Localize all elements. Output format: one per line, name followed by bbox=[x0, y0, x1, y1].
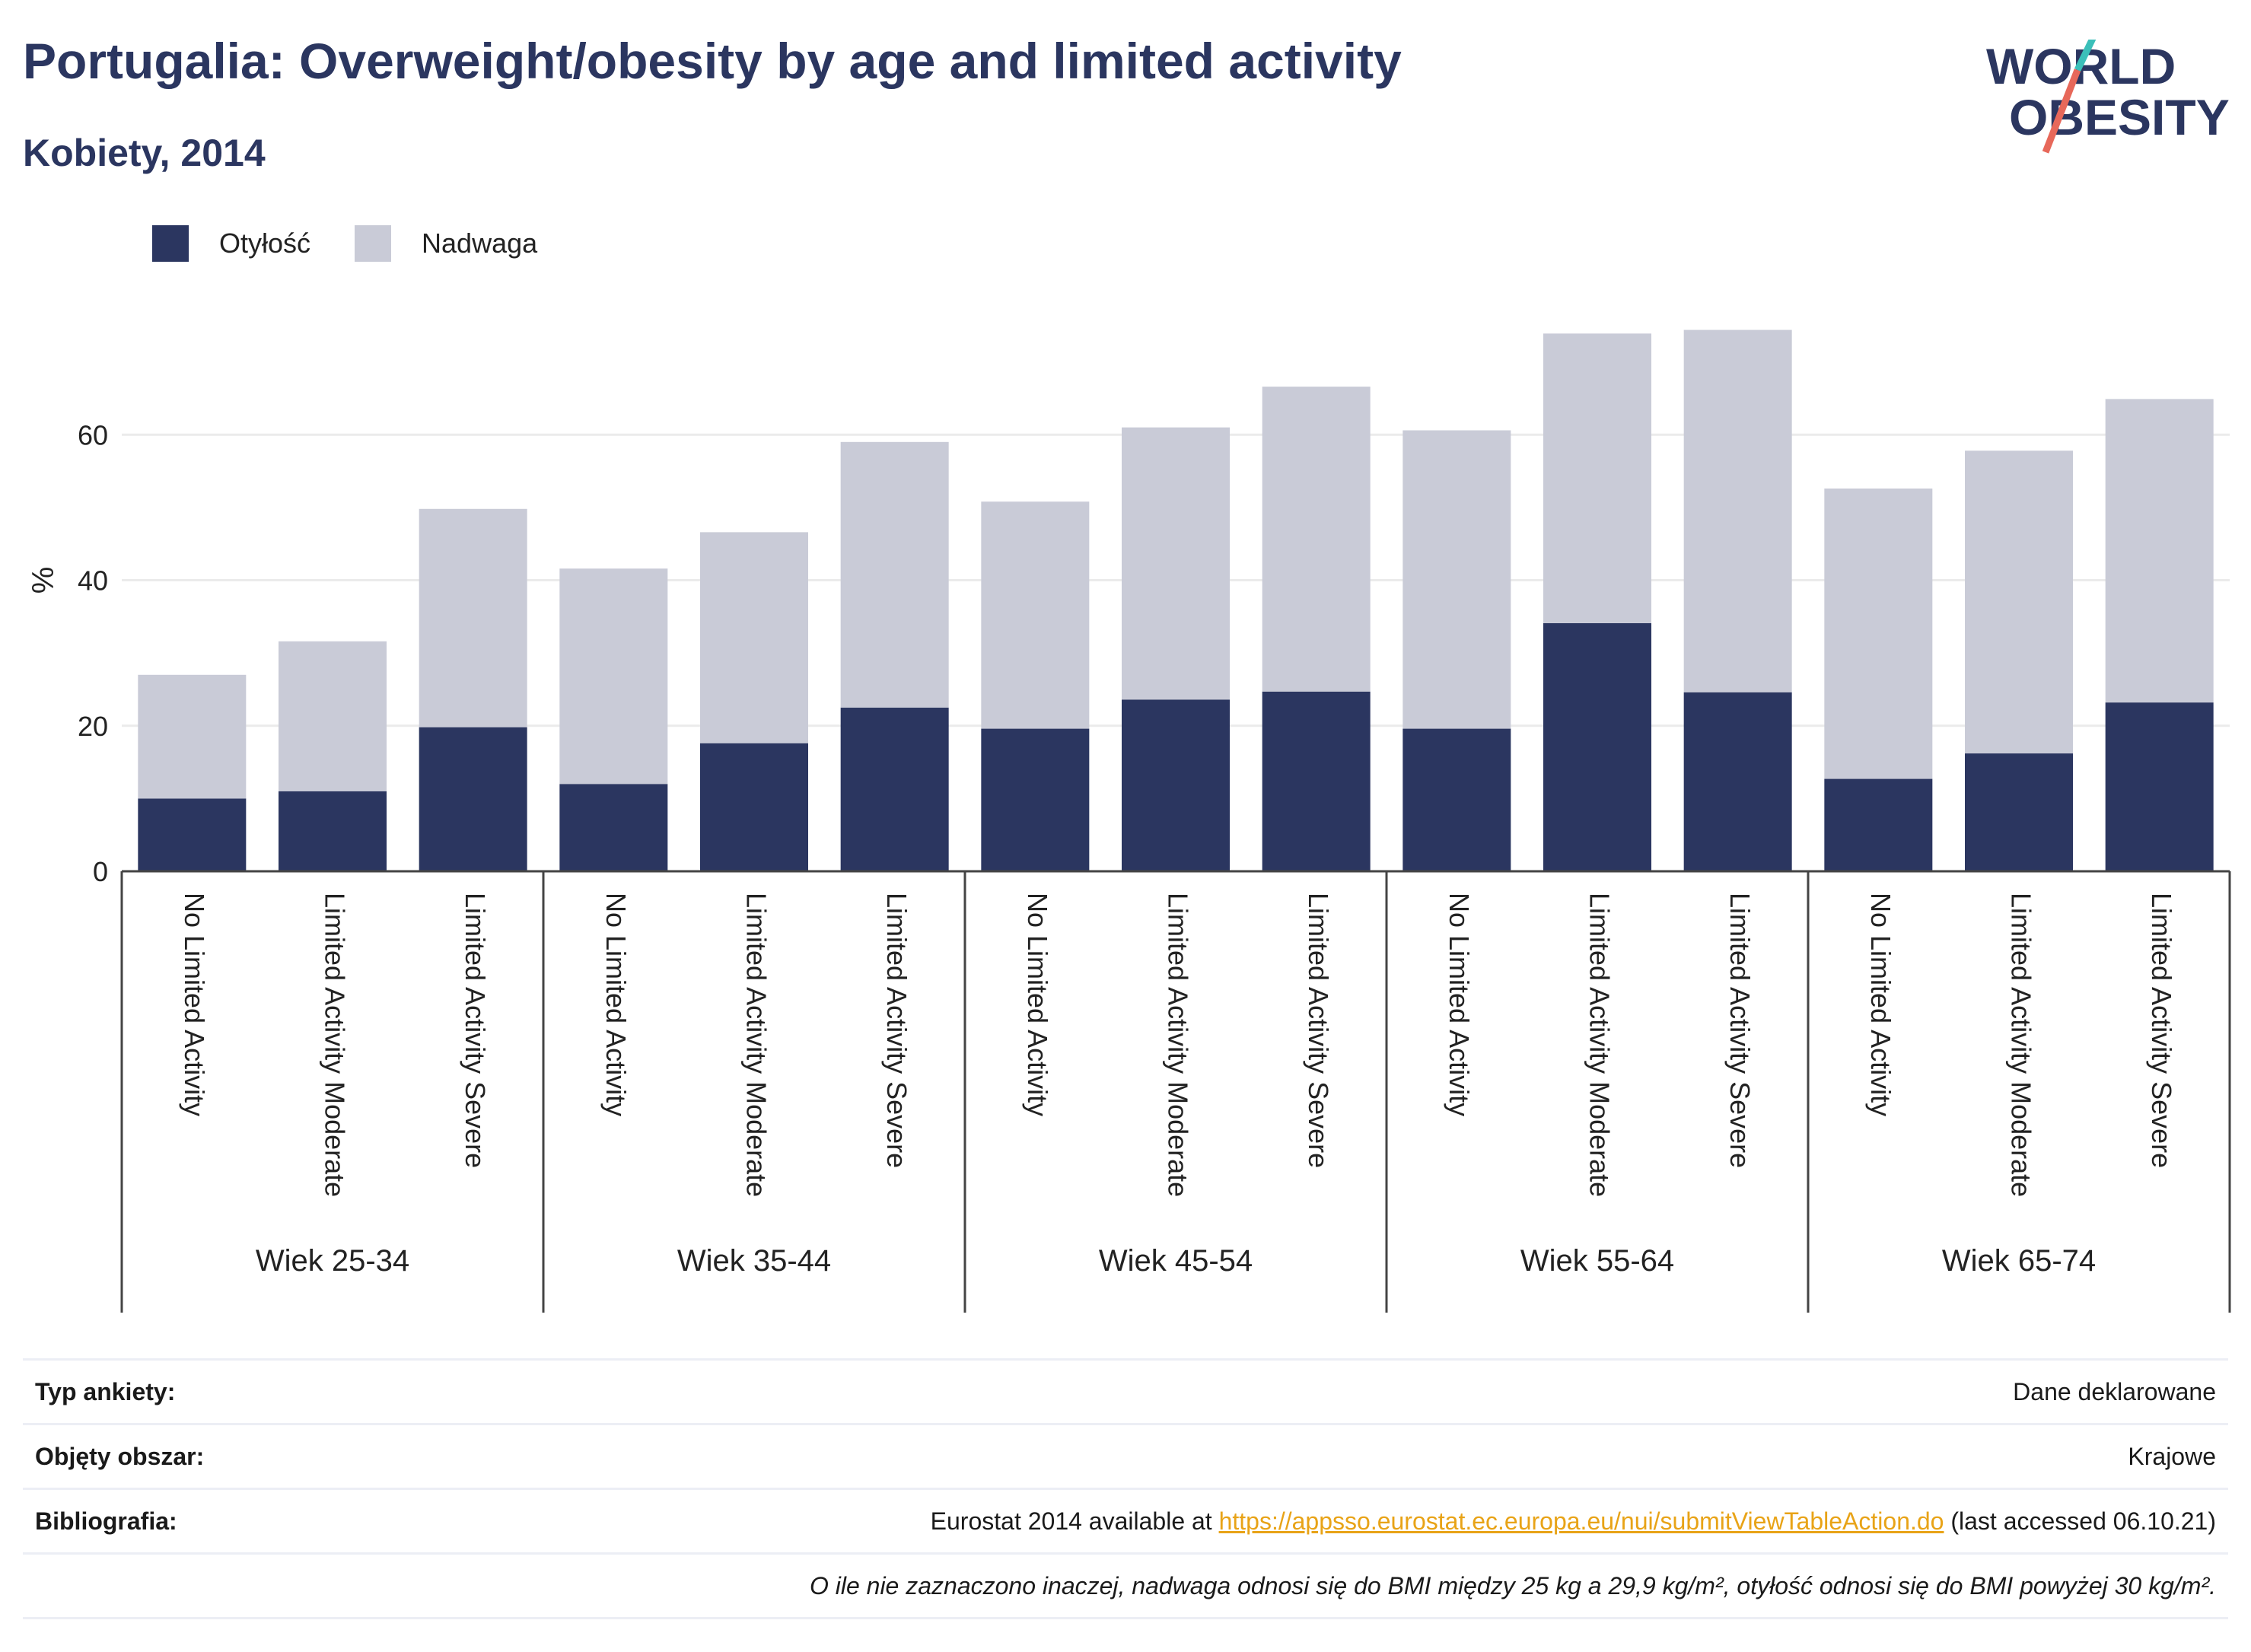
bar-overweight bbox=[1402, 430, 1511, 729]
bibliography-suffix: (last accessed 06.10.21) bbox=[1944, 1507, 2216, 1535]
legend: Otyłość Nadwaga bbox=[152, 225, 581, 262]
meta-row-area: Objęty obszar: Krajowe bbox=[23, 1423, 2228, 1488]
chart-title: Portugalia: Overweight/obesity by age an… bbox=[23, 33, 1402, 89]
bar-obesity bbox=[279, 791, 387, 871]
bar-obesity bbox=[559, 784, 668, 871]
bar-overweight bbox=[2105, 399, 2214, 703]
group-label: Wiek 45-54 bbox=[1099, 1244, 1253, 1278]
x-tick-label: Limited Activity Severe bbox=[1724, 893, 1756, 1168]
bar-obesity bbox=[1965, 753, 2073, 871]
x-tick-label: Limited Activity Moderate bbox=[2005, 893, 2036, 1197]
meta-value-survey: Dane deklarowane bbox=[2013, 1377, 2216, 1405]
bibliography-prefix: Eurostat 2014 available at bbox=[930, 1507, 1219, 1535]
bar-overweight bbox=[700, 532, 808, 743]
x-tick-label: Limited Activity Severe bbox=[460, 893, 491, 1168]
bar-overweight bbox=[1965, 450, 2073, 754]
bar-obesity bbox=[419, 727, 527, 871]
group-label: Wiek 55-64 bbox=[1520, 1244, 1674, 1278]
logo-slash-bottom bbox=[2042, 68, 2081, 154]
bar-overweight bbox=[559, 568, 668, 785]
meta-label-area: Objęty obszar: bbox=[35, 1442, 205, 1470]
meta-row-note: O ile nie zaznaczono inaczej, nadwaga od… bbox=[23, 1552, 2228, 1619]
x-tick-label: Limited Activity Moderate bbox=[1162, 893, 1193, 1197]
legend-label-overweight: Nadwaga bbox=[422, 228, 538, 259]
bar-chart: 0 20 40 60% No Limited Activity Limited Activ… bbox=[27, 329, 2231, 1313]
x-tick-label: Limited Activity Severe bbox=[881, 893, 912, 1168]
bar-obesity bbox=[1543, 622, 1651, 871]
x-tick-label: No Limited Activity bbox=[179, 893, 210, 1116]
y-tick-label: 20 bbox=[78, 711, 108, 742]
x-tick-label: No Limited Activity bbox=[1022, 893, 1053, 1116]
logo-line2: OBESITY bbox=[2009, 89, 2230, 145]
bibliography-link[interactable]: https://appsso.eurostat.ec.europa.eu/nui… bbox=[1218, 1507, 1944, 1535]
bar-overweight bbox=[981, 501, 1090, 729]
legend-label-obesity: Otyłość bbox=[219, 228, 311, 259]
group-label: Wiek 25-34 bbox=[256, 1244, 409, 1278]
meta-label-survey: Typ ankiety: bbox=[35, 1377, 176, 1405]
x-tick-label: Limited Activity Moderate bbox=[319, 893, 350, 1197]
legend-swatch-obesity bbox=[152, 225, 189, 262]
bar-overweight bbox=[279, 641, 387, 791]
x-tick-label: Limited Activity Moderate bbox=[740, 893, 772, 1197]
meta-value-bibliography: Eurostat 2014 available at https://appss… bbox=[931, 1507, 2228, 1536]
y-tick-label: 60 bbox=[78, 419, 108, 450]
legend-swatch-overweight bbox=[355, 225, 392, 262]
legend-item-obesity[interactable]: Otyłość bbox=[152, 225, 310, 262]
x-tick-label: No Limited Activity bbox=[1444, 893, 1475, 1116]
x-tick-label: Limited Activity Severe bbox=[2146, 893, 2177, 1168]
bar-obesity bbox=[1262, 691, 1371, 871]
bar-overweight bbox=[1543, 333, 1651, 623]
bar-obesity bbox=[138, 798, 247, 871]
y-axis-label: % bbox=[27, 567, 60, 594]
y-tick-label: 0 bbox=[93, 856, 108, 887]
logo-slash-top bbox=[2074, 40, 2097, 72]
bar-overweight bbox=[1824, 489, 1933, 779]
bar-overweight bbox=[1262, 387, 1371, 692]
y-tick-label: 40 bbox=[78, 565, 108, 597]
bar-overweight bbox=[419, 508, 527, 727]
x-tick-label: No Limited Activity bbox=[600, 893, 632, 1116]
bar-obesity bbox=[700, 743, 808, 871]
meta-value-area: Krajowe bbox=[2128, 1442, 2216, 1470]
bar-obesity bbox=[981, 728, 1090, 871]
bar-overweight bbox=[1122, 427, 1230, 700]
meta-row-bibliography: Bibliografia: Eurostat 2014 available at… bbox=[23, 1488, 2228, 1552]
bar-obesity bbox=[1122, 699, 1230, 871]
bar-obesity bbox=[1824, 778, 1933, 871]
group-label: Wiek 35-44 bbox=[677, 1244, 831, 1278]
metadata-table: Typ ankiety: Dane deklarowane Objęty obs… bbox=[23, 1358, 2228, 1619]
bar-overweight bbox=[1683, 329, 1792, 692]
bar-obesity bbox=[840, 707, 949, 871]
definition-note: O ile nie zaznaczono inaczej, nadwaga od… bbox=[809, 1571, 2216, 1599]
x-tick-label: Limited Activity Moderate bbox=[1584, 893, 1615, 1197]
meta-label-bibliography: Bibliografia: bbox=[35, 1507, 177, 1535]
legend-item-overweight[interactable]: Nadwaga bbox=[355, 225, 537, 262]
x-tick-label: Limited Activity Severe bbox=[1303, 893, 1334, 1168]
chart-subtitle: Kobiety, 2014 bbox=[23, 132, 266, 174]
bar-obesity bbox=[2105, 702, 2214, 871]
world-obesity-logo: WORLD OBESITY bbox=[1986, 40, 2230, 154]
group-label: Wiek 65-74 bbox=[1942, 1244, 2096, 1278]
bar-overweight bbox=[840, 441, 949, 708]
meta-row-survey: Typ ankiety: Dane deklarowane bbox=[23, 1358, 2228, 1423]
x-tick-label: No Limited Activity bbox=[1865, 893, 1896, 1116]
bar-obesity bbox=[1683, 692, 1792, 871]
bar-overweight bbox=[138, 674, 247, 799]
bar-obesity bbox=[1402, 728, 1511, 871]
